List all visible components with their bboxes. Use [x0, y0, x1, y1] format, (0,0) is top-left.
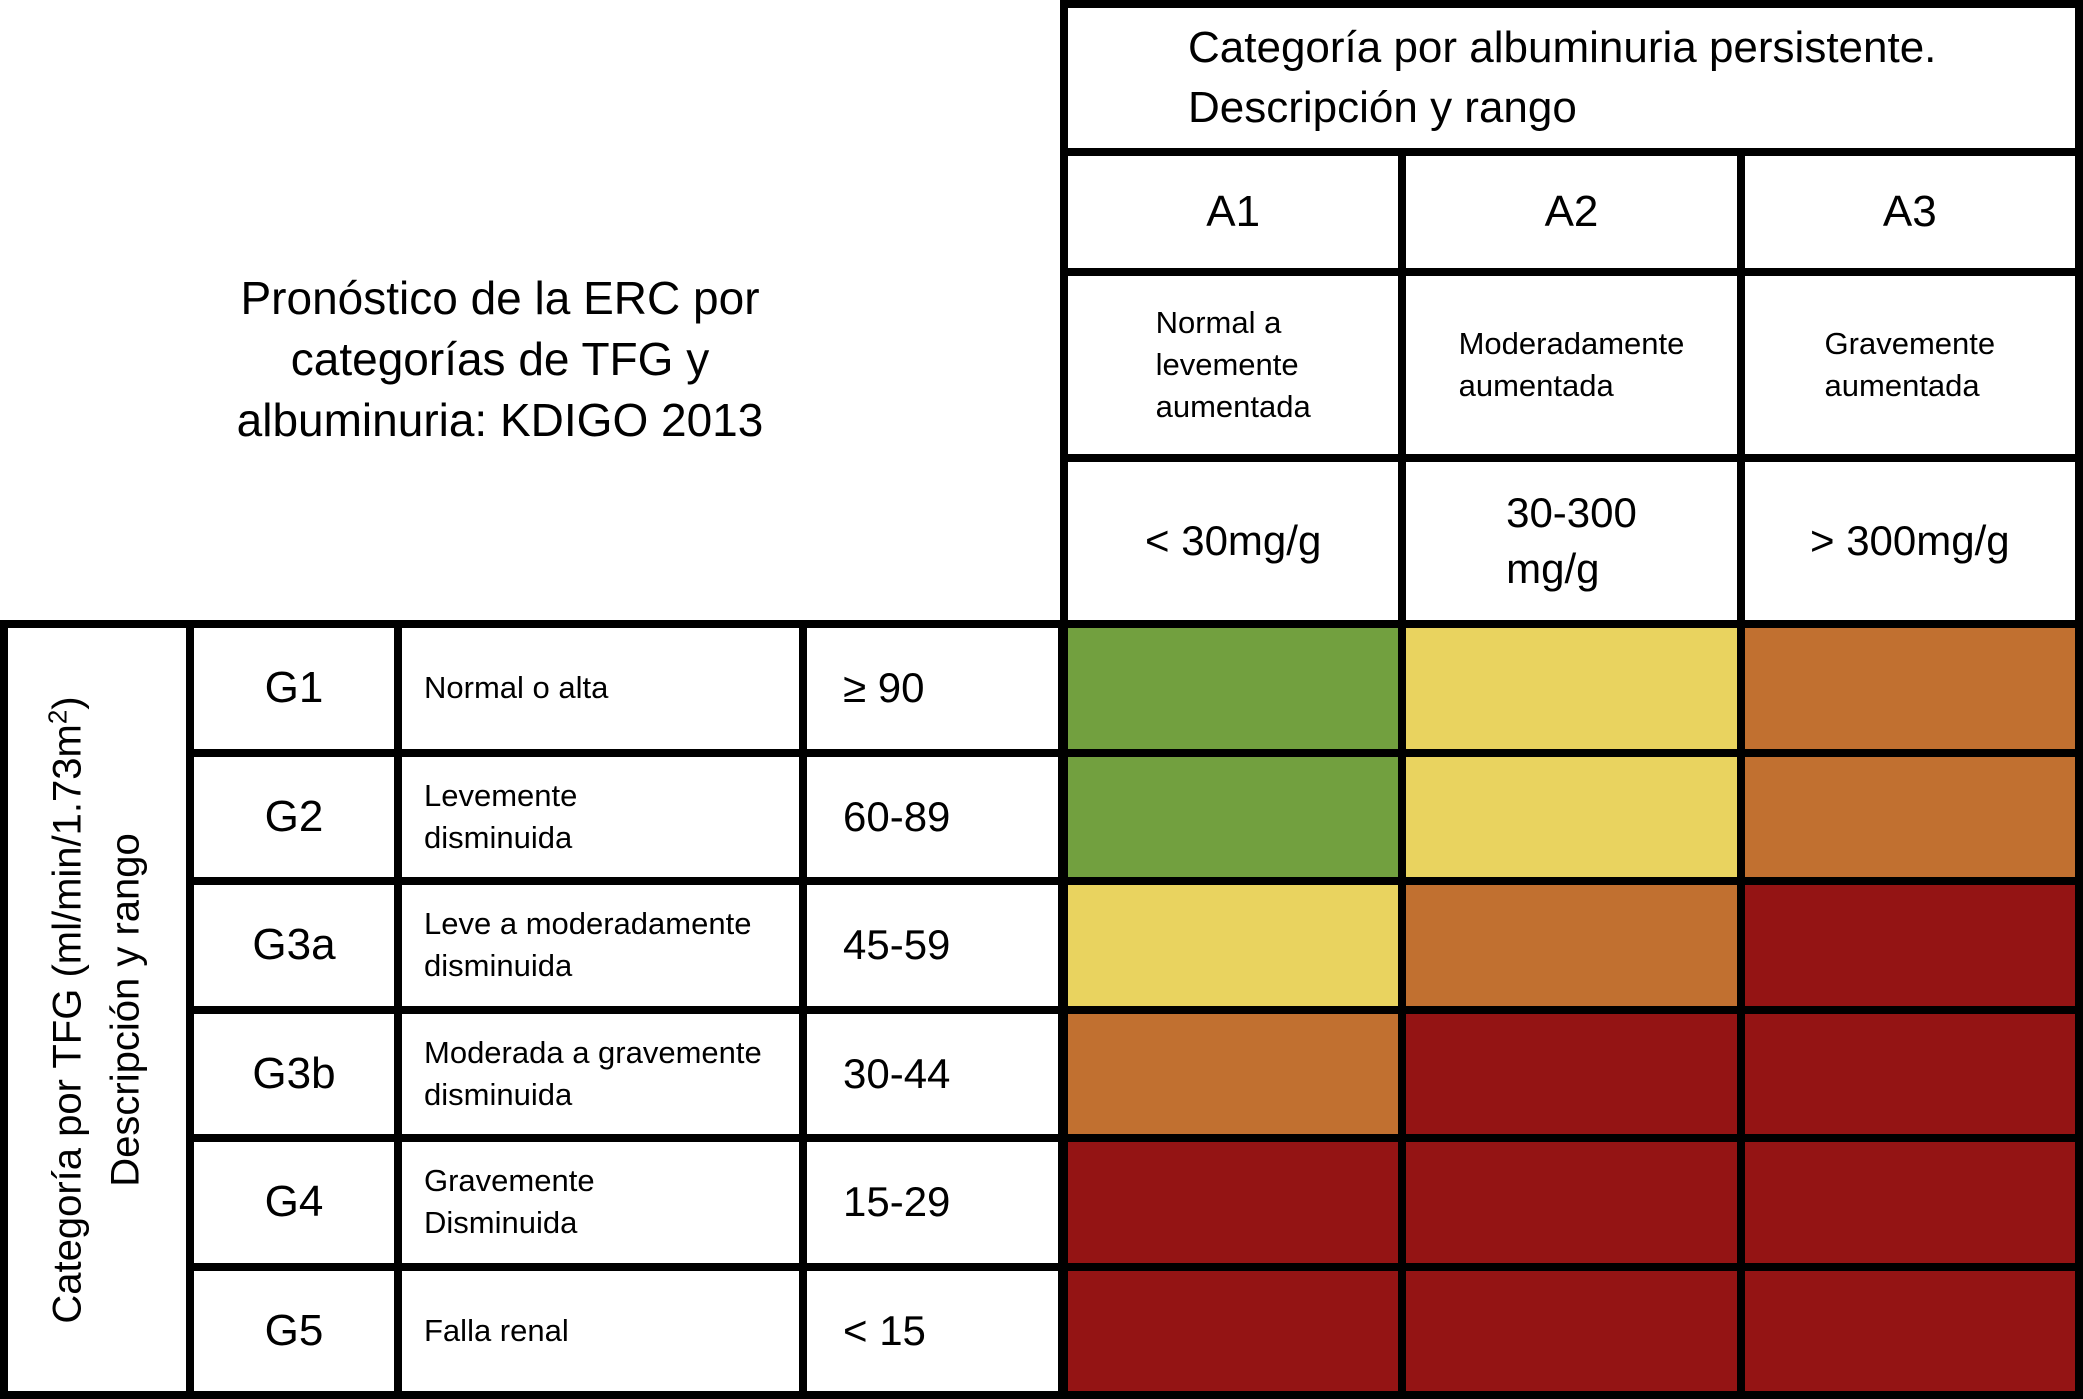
col-header-a3-description-text: Gravemente aumentada: [1824, 326, 1996, 403]
row-g5-description: Falla renal: [402, 1270, 799, 1391]
col-header-a2-description: Moderadamente aumentada: [1406, 276, 1737, 454]
row-g3a-description: Leve a moderadamente disminuida: [402, 885, 799, 1006]
row-g2-code: G2: [194, 756, 394, 877]
risk-cell-g1-a1: [1068, 628, 1399, 749]
risk-cell-g1-a2: [1406, 628, 1737, 749]
risk-cell-g2-a1: [1068, 756, 1399, 877]
risk-cell-g4-a1: [1068, 1142, 1399, 1263]
row-g4-code: G4: [194, 1142, 394, 1263]
tfg-axis-banner-line1: Categoría por TFG (ml/min/1.73m2): [42, 695, 90, 1324]
albuminuria-header-table: Categoría por albuminuria persistente. D…: [1060, 0, 2083, 628]
row-g2-range: 60-89: [807, 756, 1058, 877]
risk-cell-g5-a1: [1068, 1270, 1399, 1391]
figure-title: Pronóstico de la ERC por categorías de T…: [236, 272, 764, 446]
risk-cell-g3b-a3: [1744, 1013, 2075, 1134]
superscript-2: 2: [42, 709, 73, 724]
risk-cell-g3b-a1: [1068, 1013, 1399, 1134]
col-header-a1-range: < 30mg/g: [1068, 462, 1399, 620]
risk-cell-g3b-a2: [1406, 1013, 1737, 1134]
col-header-a2-code: A2: [1406, 156, 1737, 268]
row-g5-range: < 15: [807, 1270, 1058, 1391]
row-g1-description: Normal o alta: [402, 628, 799, 749]
risk-cell-g3a-a1: [1068, 885, 1399, 1006]
col-header-a3-description: Gravemente aumentada: [1744, 276, 2075, 454]
col-header-a3-range: > 300mg/g: [1744, 462, 2075, 620]
risk-cell-g3a-a3: [1744, 885, 2075, 1006]
col-header-a2-description-text: Moderadamente aumentada: [1458, 326, 1685, 403]
risk-cell-g2-a3: [1744, 756, 2075, 877]
col-header-a1-description: Normal a levemente aumentada: [1068, 276, 1399, 454]
row-g1-range: ≥ 90: [807, 628, 1058, 749]
col-header-a3-range-text: > 300mg/g: [1810, 517, 2010, 564]
col-header-a2-range-text: 30-300 mg/g: [1506, 489, 1637, 592]
row-g1-code: G1: [194, 628, 394, 749]
col-header-a3-code: A3: [1744, 156, 2075, 268]
risk-cell-g3a-a2: [1406, 885, 1737, 1006]
albuminuria-banner: Categoría por albuminuria persistente. D…: [1068, 8, 2075, 148]
risk-heatmap: [1060, 620, 2083, 1399]
col-header-a1-description-text: Normal a levemente aumentada: [1155, 305, 1311, 424]
tfg-axis-banner-line2: Descripción y rango: [104, 832, 148, 1187]
row-g3a-code: G3a: [194, 885, 394, 1006]
tfg-axis-banner: Categoría por TFG (ml/min/1.73m2) Descri…: [8, 628, 186, 1391]
risk-cell-g2-a2: [1406, 756, 1737, 877]
risk-cell-g5-a2: [1406, 1270, 1737, 1391]
tfg-header-table: Categoría por TFG (ml/min/1.73m2) Descri…: [0, 620, 1066, 1399]
tfg-axis-banner-text: Categoría por TFG (ml/min/1.73m2) Descri…: [39, 696, 155, 1323]
row-g3b-range: 30-44: [807, 1013, 1058, 1134]
risk-cell-g1-a3: [1744, 628, 2075, 749]
row-g3b-code: G3b: [194, 1013, 394, 1134]
row-g3a-range: 45-59: [807, 885, 1058, 1006]
risk-cell-g4-a3: [1744, 1142, 2075, 1263]
row-g2-description: Levemente disminuida: [402, 756, 799, 877]
risk-cell-g5-a3: [1744, 1270, 2075, 1391]
col-header-a2-range: 30-300 mg/g: [1406, 462, 1737, 620]
row-g5-code: G5: [194, 1270, 394, 1391]
risk-cell-g4-a2: [1406, 1142, 1737, 1263]
row-g3b-description: Moderada a gravemente disminuida: [402, 1013, 799, 1134]
row-g4-range: 15-29: [807, 1142, 1058, 1263]
col-header-a1-code: A1: [1068, 156, 1399, 268]
col-header-a1-range-text: < 30mg/g: [1145, 517, 1322, 564]
row-g4-description: Gravemente Disminuida: [402, 1142, 799, 1263]
